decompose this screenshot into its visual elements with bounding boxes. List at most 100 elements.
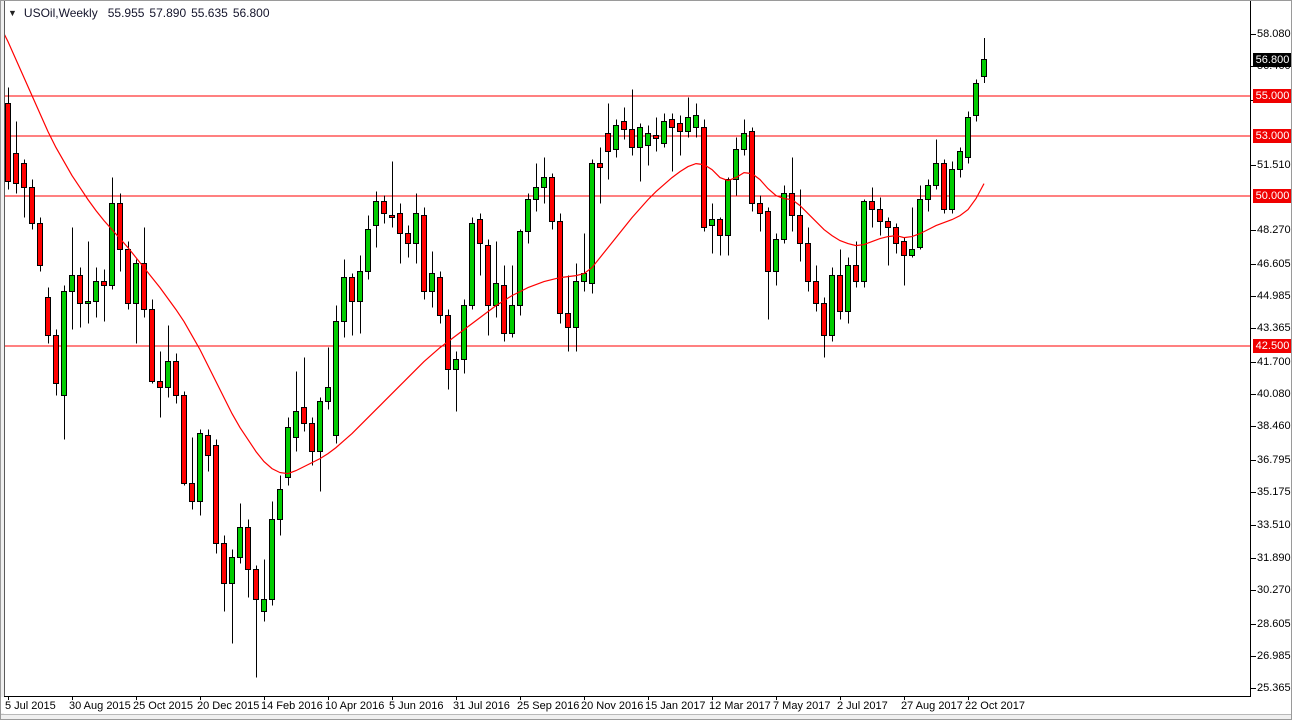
candle-body [573, 281, 579, 329]
candle-body [605, 133, 611, 153]
candle-body [141, 263, 147, 311]
candle-body [405, 233, 411, 245]
time-tick-mark [72, 697, 73, 700]
candle-body [93, 281, 99, 303]
time-tick-label: 10 Apr 2016 [325, 700, 385, 712]
price-tick-label: 44.985 [1257, 289, 1291, 302]
price-tick-mark [1251, 623, 1256, 625]
time-tick-mark [8, 697, 9, 700]
candle-body [317, 401, 323, 453]
candle-body [717, 219, 723, 237]
ohlc-open: 55.955 [107, 6, 145, 20]
candle-body [813, 281, 819, 305]
time-tick-mark [200, 697, 201, 700]
candle-body [117, 203, 123, 251]
candle-body [597, 163, 603, 169]
candle-body [493, 283, 499, 307]
candle-body [53, 335, 59, 385]
candle-body [461, 305, 467, 361]
price-tick-mark [1251, 361, 1256, 363]
price-tick-mark [1251, 263, 1256, 265]
time-tick-label: 30 Aug 2015 [69, 700, 131, 712]
price-tick-label: 58.080 [1257, 28, 1291, 40]
candle-body [245, 527, 251, 571]
price-axis[interactable]: 58.08056.46054.79551.51048.27046.60544.9… [1251, 1, 1291, 713]
candle-body [165, 361, 171, 389]
candle-body [125, 249, 131, 305]
symbol-dropdown-icon[interactable]: ▼ [8, 7, 17, 18]
candle-body [949, 169, 955, 211]
candle-body [421, 215, 427, 293]
time-tick-mark [712, 697, 713, 700]
price-tick-mark [1251, 426, 1256, 428]
candle-body [821, 303, 827, 337]
candle-body [325, 387, 331, 403]
time-axis[interactable]: 5 Jul 2015 30 Aug 2015 25 Oct 2015 20 Dec 2… [1, 697, 1251, 713]
time-tick-mark [648, 697, 649, 700]
level-badge-53.000[interactable]: 53.000 [1253, 128, 1291, 143]
candle-body [933, 163, 939, 187]
candle-body [365, 229, 371, 273]
candle-body [749, 131, 755, 205]
candle-body [645, 133, 651, 147]
time-tick-label: 20 Dec 2015 [197, 700, 260, 712]
candle-body [109, 203, 115, 287]
candle-body [965, 117, 971, 159]
price-tick-mark [1251, 394, 1256, 395]
candle-body [477, 219, 483, 245]
candle-body [925, 185, 931, 201]
chart-title: ▼ USOil,Weekly 55.955 57.890 55.635 56.8… [8, 5, 270, 21]
level-badge-55.000[interactable]: 55.000 [1253, 88, 1291, 103]
price-tick-label: 48.270 [1257, 224, 1291, 237]
candle-body [133, 263, 139, 305]
candle-body [885, 221, 891, 229]
candle-body [221, 543, 227, 585]
candle-body [613, 125, 619, 151]
candle-body [293, 411, 299, 439]
candle-body [437, 277, 443, 317]
candle-body [181, 395, 187, 485]
level-badge-50.000[interactable]: 50.000 [1253, 188, 1291, 203]
candle-body [781, 193, 787, 241]
time-tick-label: 14 Feb 2016 [261, 700, 323, 712]
candle-body [453, 359, 459, 371]
candles [1, 37, 987, 678]
candle-body [69, 275, 75, 293]
candle-body [589, 163, 595, 285]
time-tick-mark [840, 697, 841, 700]
candle-body [485, 245, 491, 307]
price-tick-label: 41.700 [1257, 355, 1291, 368]
candle-body [541, 177, 547, 189]
horizontal-level-lines[interactable] [1, 95, 1251, 347]
candle-body [693, 115, 699, 129]
price-tick-label: 51.510 [1257, 159, 1291, 172]
price-tick-label: 46.605 [1257, 257, 1291, 270]
candle-body [157, 381, 163, 389]
time-tick-mark [136, 697, 137, 700]
candle-body [661, 121, 667, 145]
time-tick-label: 5 Jun 2016 [389, 700, 444, 712]
ohlc-close: 56.800 [232, 6, 270, 20]
candle-body [237, 527, 243, 559]
candle-body [373, 201, 379, 227]
price-tick-label: 31.890 [1257, 551, 1291, 564]
price-tick-label: 25.365 [1257, 682, 1291, 695]
candle-body [77, 275, 83, 305]
price-tick-mark [1251, 459, 1256, 461]
candle-body [45, 297, 51, 337]
price-tick-mark [1251, 295, 1256, 297]
candle-body [149, 309, 155, 383]
candle-body [709, 219, 715, 227]
candle-body [829, 275, 835, 337]
price-tick-mark [1251, 655, 1256, 657]
level-badge-42.500[interactable]: 42.500 [1253, 338, 1291, 353]
candle-body [397, 213, 403, 235]
candle-body [805, 243, 811, 283]
time-tick-label: 12 Mar 2017 [709, 700, 771, 712]
candle-body [517, 231, 523, 307]
candle-body [5, 103, 11, 183]
price-chart-area[interactable] [1, 1, 1251, 697]
time-tick-mark [968, 697, 969, 700]
time-tick-mark [776, 697, 777, 700]
